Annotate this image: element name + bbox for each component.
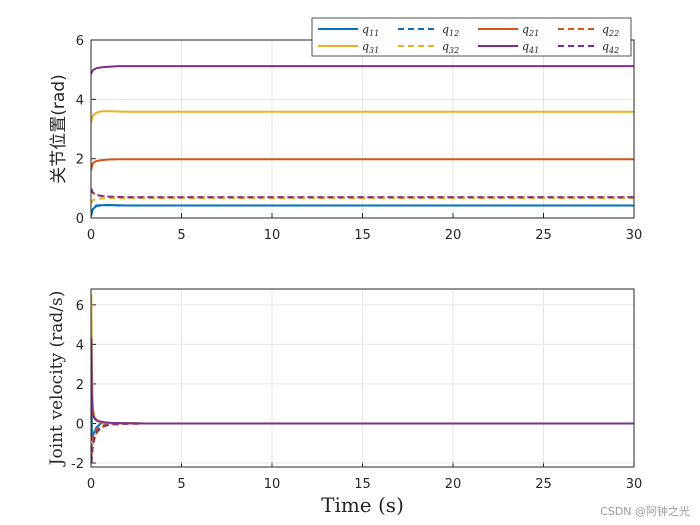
chart-top-axes: 0 5 10 15 20 25 30 0 2 4 6 关节位置(rad) q11 q12 q21 q22q31… [49,17,643,243]
bottom-y-tick-label: 4 [76,338,84,353]
bottom-series-line-s7 [91,422,634,465]
bottom-x-tick-label: 10 [264,477,281,492]
top-x-tick-label: 15 [354,228,371,243]
bottom-axes-frame [90,288,635,468]
top-y-tick-label: 6 [76,34,84,49]
top-x-tick-label: 30 [626,228,643,243]
bottom-x-tick-label: 15 [354,477,371,492]
top-y-axis-label: 关节位置(rad) [49,74,69,183]
bottom-x-tick-label: 25 [535,477,552,492]
bottom-y-tick-label: 2 [76,378,84,393]
bottom-y-tick-label: 6 [76,299,84,314]
top-series-line-q41 [91,65,634,75]
top-y-tick-label: 0 [76,212,84,227]
top-x-tick-label: 0 [87,228,95,243]
legend-box [311,17,632,57]
top-x-tick-label: 25 [535,228,552,243]
bottom-series-line-s6 [91,337,634,425]
top-series-line-q21 [91,158,634,171]
bottom-x-tick-label: 30 [626,477,643,492]
top-series-line-q31 [91,110,634,124]
top-series-group [91,65,634,217]
bottom-x-tick-label: 5 [177,477,185,492]
bottom-series-group [91,293,634,465]
top-series-line-q42 [91,187,634,199]
bottom-x-axis-label: Time (s) [321,493,404,517]
bottom-y-axis-label: Joint velocity (rad/s) [47,291,67,468]
bottom-y-tick-label: -2 [71,457,84,472]
bottom-y-tick-label: 0 [76,417,84,432]
top-y-tick-label: 2 [76,153,84,168]
top-y-tick-label: 4 [76,93,84,108]
watermark: CSDN @阿钟之光 [600,504,690,518]
top-x-tick-label: 20 [445,228,462,243]
bottom-x-tick-label: 20 [445,477,462,492]
top-x-tick-label: 5 [177,228,185,243]
top-x-tick-label: 10 [264,228,281,243]
bottom-x-tick-label: 0 [87,477,95,492]
top-series-line-q12 [91,203,634,216]
